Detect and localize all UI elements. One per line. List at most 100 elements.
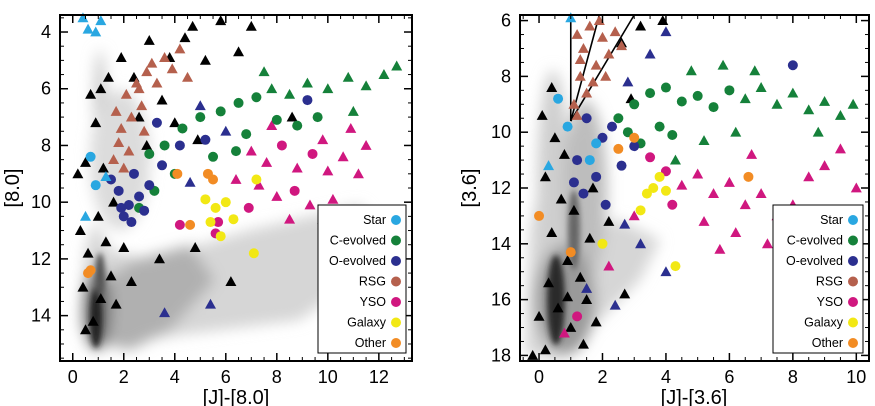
point-c-evolved-circle	[177, 123, 188, 134]
point-unclassified-triangle	[87, 315, 99, 326]
point-unclassified-triangle	[82, 247, 94, 258]
point-rsg-triangle	[577, 42, 589, 53]
point-other-circle	[185, 219, 196, 230]
point-unclassified-triangle	[95, 293, 107, 304]
y-tick-label: 14	[491, 234, 511, 254]
point-unclassified-triangle	[80, 324, 92, 335]
point-rsg-triangle	[571, 29, 583, 39]
point-o-evolved-circle	[600, 199, 611, 210]
chart-left: 0 2 4 6 8 10 12 4 6 8 10 12 14 [J]-[8.0] [8.0] Star C…	[2, 12, 413, 406]
scatter-points-right	[527, 12, 862, 360]
point-c-evolved-triangle	[717, 59, 729, 70]
point-o-evolved-circle	[581, 113, 592, 124]
point-other-circle	[743, 171, 754, 182]
point-unclassified-triangle	[179, 32, 191, 43]
density-region	[95, 253, 105, 297]
point-rsg-triangle	[146, 57, 158, 68]
point-o-evolved-circle	[113, 185, 124, 196]
y-tick-label: 12	[31, 249, 51, 269]
point-galaxy-circle	[597, 238, 608, 249]
legend-swatch-o-evolved	[848, 256, 858, 266]
x-tick-label: 6	[724, 367, 734, 387]
point-c-evolved-circle	[660, 82, 671, 93]
point-yso-circle	[213, 217, 224, 228]
point-yso-triangle	[739, 199, 751, 210]
point-yso-triangle	[714, 243, 726, 254]
point-galaxy-circle	[654, 171, 665, 182]
point-star-circle	[85, 151, 96, 162]
point-yso-triangle	[819, 160, 831, 171]
legend-label-other: Other	[812, 336, 843, 350]
point-o-evolved-circle	[787, 60, 798, 71]
point-o-evolved-circle	[302, 95, 313, 106]
point-o-evolved-circle	[144, 180, 155, 191]
point-c-evolved-circle	[144, 148, 155, 159]
point-unclassified-triangle	[574, 271, 586, 282]
point-c-evolved-triangle	[360, 80, 372, 91]
point-rsg-triangle	[136, 100, 148, 111]
point-o-evolved-triangle	[660, 26, 672, 37]
legend-label-c-evolved: C-evolved	[330, 234, 386, 248]
point-unclassified-triangle	[141, 139, 153, 150]
point-c-evolved-circle	[629, 99, 640, 110]
point-c-evolved-triangle	[834, 109, 846, 120]
legend-box	[317, 204, 407, 354]
point-star-triangle	[95, 15, 107, 26]
point-unclassified-triangle	[189, 242, 201, 252]
point-yso-triangle	[708, 188, 720, 198]
point-other-circle	[172, 168, 183, 179]
point-rsg-triangle	[574, 54, 586, 65]
point-c-evolved-circle	[667, 129, 678, 140]
point-c-evolved-triangle	[284, 88, 296, 99]
point-rsg-triangle	[108, 154, 120, 165]
point-unclassified-triangle	[215, 15, 227, 26]
legend-label-c-evolved: C-evolved	[787, 234, 843, 248]
density-region	[568, 190, 580, 270]
point-o-evolved-circle	[572, 155, 583, 166]
density-region	[88, 245, 215, 350]
point-unclassified-triangle	[156, 94, 168, 105]
point-unclassified-triangle	[187, 20, 199, 31]
point-yso-circle	[307, 148, 318, 159]
point-o-evolved-triangle	[204, 298, 216, 309]
x-tick-label: 8	[788, 367, 798, 387]
point-c-evolved-triangle	[669, 154, 681, 165]
density-cloud-left	[80, 50, 395, 350]
point-c-evolved-circle	[208, 151, 219, 162]
point-unclassified-triangle	[546, 227, 558, 238]
point-o-evolved-circle	[123, 200, 134, 211]
point-c-evolved-circle	[292, 120, 303, 131]
legend-label-galaxy: Galaxy	[804, 316, 844, 330]
legend-label-rsg: RSG	[359, 275, 386, 289]
point-o-evolved-circle	[607, 121, 618, 132]
point-unclassified-triangle	[153, 253, 165, 264]
point-unclassified-triangle	[590, 316, 602, 327]
legend-label-galaxy: Galaxy	[347, 316, 387, 330]
point-unclassified-triangle	[92, 210, 104, 221]
point-unclassified-triangle	[233, 46, 245, 57]
point-o-evolved-triangle	[184, 176, 196, 187]
x-tick-label: 10	[846, 367, 866, 387]
legend-label-other: Other	[355, 336, 386, 350]
point-galaxy-circle	[200, 194, 211, 205]
point-o-evolved-circle	[578, 188, 589, 199]
point-c-evolved-circle	[215, 106, 226, 117]
point-yso-triangle	[337, 151, 349, 162]
point-yso-triangle	[327, 193, 339, 204]
y-tick-label: 18	[491, 345, 511, 365]
point-c-evolved-circle	[724, 85, 735, 96]
y-tick-label: 14	[31, 306, 51, 326]
point-c-evolved-circle	[654, 121, 665, 132]
legend-label-o-evolved: O-evolved	[786, 254, 843, 268]
point-galaxy-circle	[220, 197, 231, 208]
point-rsg-triangle	[115, 122, 127, 133]
point-unclassified-triangle	[584, 232, 596, 243]
legend-box	[772, 204, 864, 354]
point-unclassified-triangle	[199, 54, 211, 65]
point-c-evolved-circle	[251, 92, 262, 103]
point-o-evolved-circle	[616, 160, 627, 171]
point-c-evolved-triangle	[698, 135, 710, 145]
point-rsg-triangle	[609, 26, 621, 37]
point-rsg-triangle	[110, 105, 122, 116]
point-yso-triangle	[322, 165, 334, 176]
